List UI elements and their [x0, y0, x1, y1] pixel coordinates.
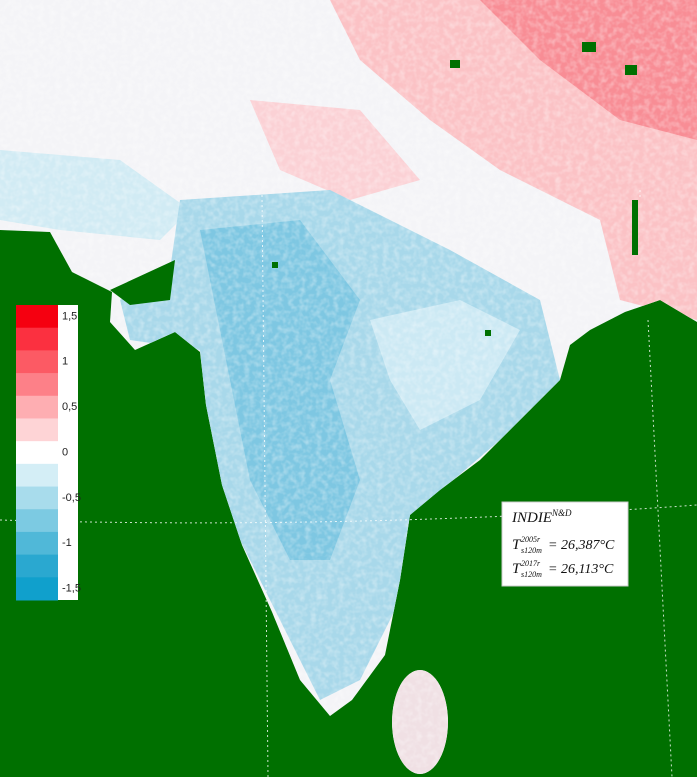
graticule	[0, 190, 697, 777]
legend-swatch	[16, 395, 58, 419]
symbol: T	[512, 561, 522, 577]
legend-swatch	[16, 509, 58, 533]
subscript: s120m	[521, 570, 542, 579]
superscript: 2017r	[521, 559, 541, 568]
legend-swatch	[16, 554, 58, 578]
legend-swatch	[16, 577, 58, 601]
annotation-title: INDIEN&D	[511, 508, 572, 526]
legend-swatch	[16, 418, 58, 442]
superscript: 2005r	[521, 535, 541, 544]
legend-label: 1	[62, 356, 68, 368]
symbol: T	[512, 537, 522, 553]
title-text: INDIE	[511, 510, 552, 526]
legend-swatch	[16, 531, 58, 556]
legend-swatch	[16, 486, 58, 510]
legend-label: -1	[62, 537, 72, 549]
legend-swatch	[16, 305, 58, 329]
value: = 26,113°C	[548, 562, 614, 577]
legend-swatch	[16, 463, 58, 488]
annotation-box	[501, 501, 629, 587]
legend-label: -1,5	[62, 583, 81, 595]
legend-label: 0,5	[62, 401, 77, 413]
legend-swatch	[16, 373, 58, 397]
legend-label: -0,5	[62, 492, 81, 504]
legend: 1,5 1 0,5 0 -0,5 -1 -1,5	[16, 305, 81, 601]
title-sup: N&D	[551, 508, 572, 518]
lakes	[110, 42, 638, 336]
legend-swatch	[16, 327, 58, 351]
legend-label: 1,5	[62, 310, 77, 322]
legend-label: 0	[62, 446, 68, 458]
legend-swatch	[16, 350, 58, 374]
legend-swatch	[16, 441, 58, 465]
value: = 26,387°C	[548, 538, 615, 553]
subscript: s120m	[521, 546, 542, 555]
